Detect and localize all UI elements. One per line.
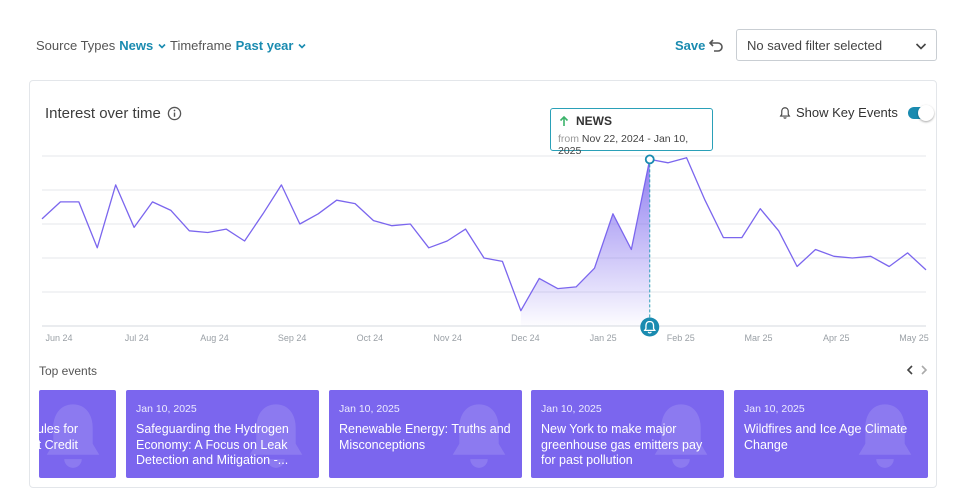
event-point[interactable] — [644, 154, 655, 165]
card-title-text: Interest over time — [45, 105, 161, 122]
arrow-up-icon — [559, 115, 569, 126]
chevron-down-icon — [298, 43, 307, 49]
chevron-left-icon[interactable] — [904, 364, 916, 376]
show-key-events-label: Show Key Events — [796, 105, 898, 120]
saved-filter-placeholder: No saved filter selected — [747, 37, 883, 53]
chevron-down-icon — [158, 43, 166, 49]
event-bell-icon[interactable] — [640, 317, 660, 337]
x-tick-label: Feb 25 — [667, 333, 695, 343]
tooltip-series: NEWS — [576, 114, 612, 128]
x-tick-label: Apr 25 — [823, 333, 850, 343]
show-key-events: Show Key Events — [778, 104, 934, 121]
info-icon[interactable] — [167, 106, 182, 121]
source-types-value[interactable]: News — [119, 38, 154, 53]
bell-icon — [779, 106, 791, 119]
event-card[interactable]: Jan 10, 2025 New York to make major gree… — [531, 390, 724, 478]
x-tick-label: Sep 24 — [278, 333, 307, 343]
chevron-right-icon[interactable] — [918, 364, 930, 376]
timeframe-filter[interactable]: Timeframe Past year — [170, 38, 307, 53]
interest-card — [29, 80, 937, 488]
x-tick-label: Nov 24 — [433, 333, 462, 343]
bell-icon — [858, 404, 912, 468]
save-button[interactable]: Save — [675, 38, 706, 53]
timeframe-label: Timeframe — [170, 38, 232, 53]
event-date: Jan 10, 2025 — [136, 403, 197, 415]
top-events-title: Top events — [39, 364, 98, 378]
chart-tooltip: NEWS from Nov 22, 2024 - Jan 10, 2025 — [550, 108, 713, 157]
undo-icon[interactable] — [707, 36, 725, 54]
key-events-toggle[interactable] — [907, 104, 934, 121]
event-date: Jan 10, 2025 — [541, 403, 602, 415]
source-types-label: Source Types — [36, 38, 116, 53]
x-tick-label: Mar 25 — [745, 333, 773, 343]
event-title: Renewable Energy: Truths and Misconcepti… — [339, 422, 511, 452]
bell-icon — [46, 404, 100, 468]
event-title: New York to make major greenhouse gas em… — [541, 422, 703, 467]
event-title: ules for t Credit — [39, 422, 78, 452]
top-events-carousel: ules for t Credit Jan 10, 2025 Safeguard… — [39, 390, 928, 478]
x-tick-label: Jun 24 — [45, 333, 72, 343]
series-line — [41, 157, 927, 312]
x-tick-label: Jan 25 — [590, 333, 617, 343]
filter-bar: Source Types News Timeframe Past year Sa… — [0, 0, 966, 80]
event-title: Safeguarding the Hydrogen Economy: A Foc… — [136, 422, 289, 467]
highlight-area — [520, 159, 650, 326]
event-date: Jan 10, 2025 — [744, 403, 805, 415]
event-date: Jan 10, 2025 — [339, 403, 400, 415]
x-tick-label: May 25 — [899, 333, 929, 343]
chevron-down-icon — [915, 43, 927, 50]
tooltip-range: Nov 22, 2024 - Jan 10, 2025 — [558, 133, 689, 157]
event-card[interactable]: Jan 10, 2025 Renewable Energy: Truths an… — [329, 390, 522, 478]
timeframe-value[interactable]: Past year — [235, 38, 294, 53]
card-title: Interest over time — [45, 105, 182, 122]
event-card[interactable]: Jan 10, 2025 Safeguarding the Hydrogen E… — [126, 390, 319, 478]
source-types-filter[interactable]: Source Types News — [36, 38, 167, 53]
tooltip-from-label: from — [558, 133, 579, 145]
x-tick-label: Jul 24 — [125, 333, 149, 343]
x-tick-label: Aug 24 — [200, 333, 229, 343]
x-tick-label: Dec 24 — [511, 333, 540, 343]
event-card[interactable]: Jan 10, 2025 Wildfires and Ice Age Clima… — [734, 390, 928, 478]
x-tick-label: Oct 24 — [357, 333, 384, 343]
bell-icon — [249, 404, 303, 468]
bell-icon — [654, 404, 708, 468]
event-title: Wildfires and Ice Age Climate Change — [744, 422, 908, 452]
bell-icon — [452, 404, 506, 468]
saved-filter-select[interactable]: No saved filter selected — [736, 29, 937, 61]
event-card[interactable]: ules for t Credit — [39, 390, 116, 478]
toggle-knob — [917, 104, 934, 121]
